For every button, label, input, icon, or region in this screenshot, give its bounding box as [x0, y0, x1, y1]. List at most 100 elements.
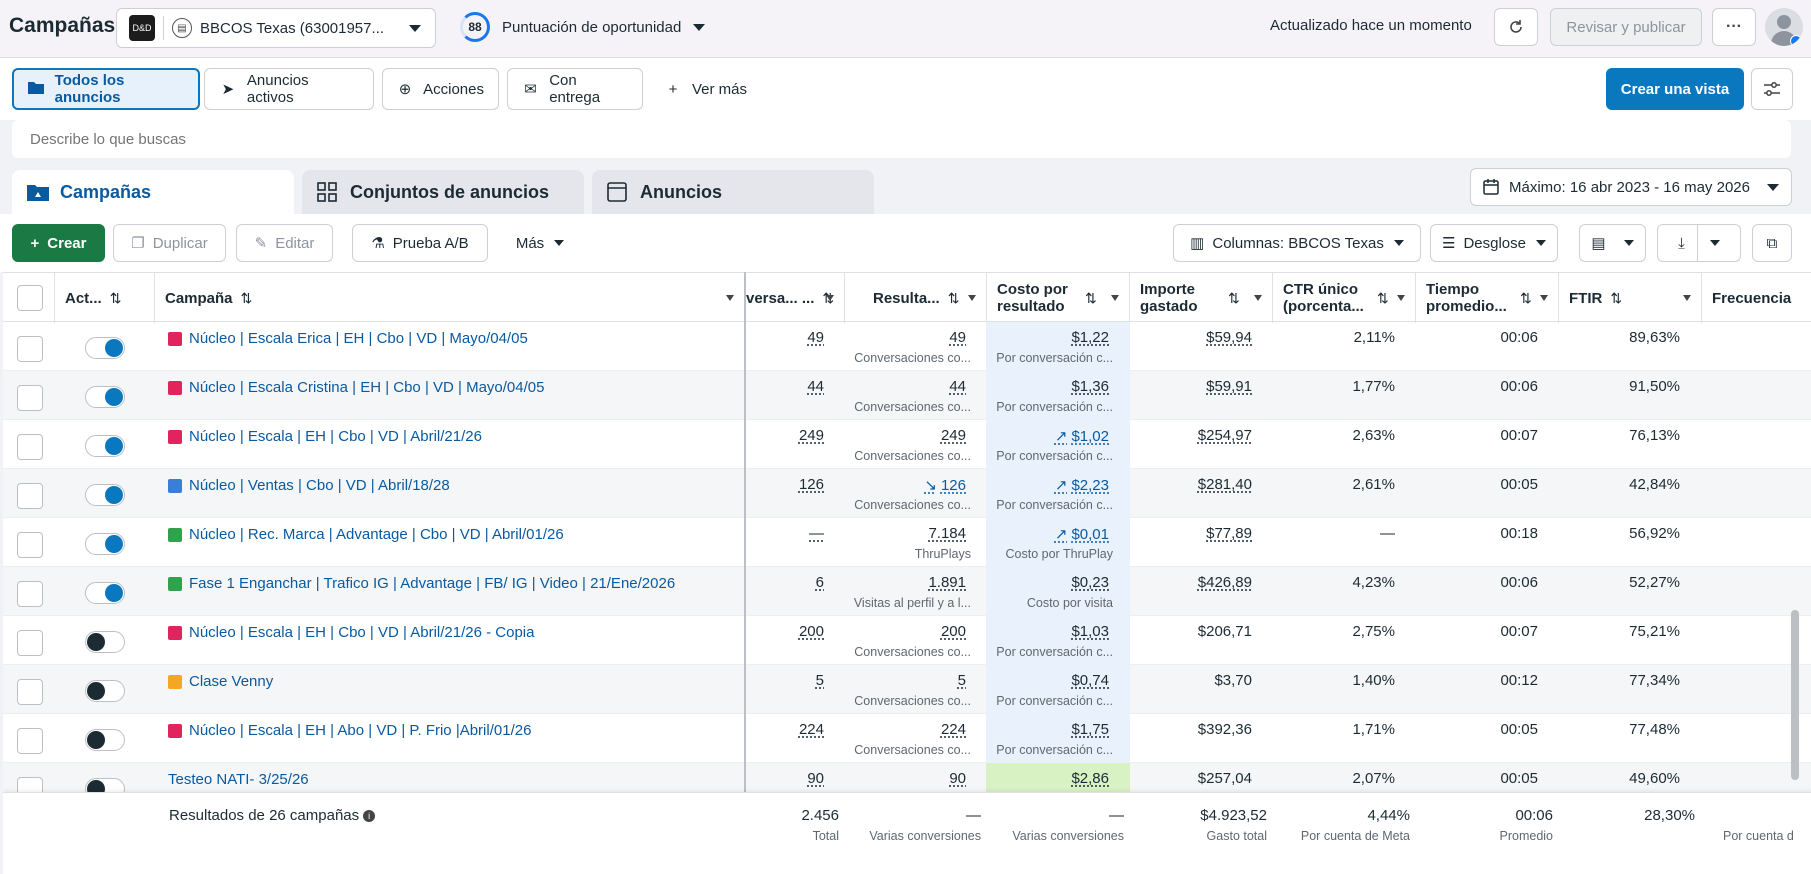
- campaign-name-link[interactable]: Núcleo | Escala Erica | EH | Cbo | VD | …: [168, 330, 528, 347]
- refresh-button[interactable]: [1494, 8, 1538, 46]
- col-amount-spent[interactable]: Importe gastado ⇅: [1130, 273, 1273, 323]
- conv-value[interactable]: 49: [807, 329, 824, 346]
- col-campaign[interactable]: Campaña ⇅: [155, 273, 745, 323]
- breakdown-button[interactable]: ☰ Desglose: [1430, 224, 1558, 262]
- results-value[interactable]: 90: [949, 770, 966, 787]
- cost-value[interactable]: ↗ $0,01: [1054, 526, 1109, 543]
- campaign-toggle[interactable]: [85, 631, 125, 653]
- row-checkbox[interactable]: [17, 679, 43, 705]
- more-options-button[interactable]: ···: [1712, 8, 1756, 46]
- campaign-name-link[interactable]: Núcleo | Rec. Marca | Advantage | Cbo | …: [168, 526, 564, 543]
- table-row[interactable]: Núcleo | Escala | EH | Cbo | VD | Abril/…: [3, 420, 1811, 469]
- tab-ad-sets[interactable]: Conjuntos de anuncios: [302, 170, 584, 214]
- campaign-name-link[interactable]: Núcleo | Escala | EH | Abo | VD | P. Fri…: [168, 722, 531, 739]
- avatar[interactable]: [1765, 8, 1803, 46]
- col-avg-time[interactable]: Tiempo promedio... ⇅: [1416, 273, 1559, 323]
- info-icon[interactable]: i: [363, 810, 376, 823]
- table-row[interactable]: Núcleo | Escala | EH | Abo | VD | P. Fri…: [3, 714, 1811, 763]
- conv-value[interactable]: 6: [815, 574, 824, 591]
- spend-value[interactable]: $59,91: [1206, 378, 1252, 395]
- campaign-toggle[interactable]: [85, 337, 125, 359]
- row-checkbox[interactable]: [17, 532, 43, 558]
- cost-value[interactable]: ↗ $1,02: [1054, 428, 1109, 445]
- account-selector[interactable]: D&D ▤ BBCOS Texas (63001957...: [116, 8, 436, 48]
- vertical-scrollbar[interactable]: [1791, 610, 1799, 780]
- table-row[interactable]: Núcleo | Escala Erica | EH | Cbo | VD | …: [3, 322, 1811, 371]
- tab-ads[interactable]: Anuncios: [592, 170, 874, 214]
- search-input[interactable]: [12, 120, 1791, 158]
- charts-button[interactable]: ⧉: [1752, 224, 1792, 262]
- row-checkbox[interactable]: [17, 385, 43, 411]
- cost-value[interactable]: $1,03: [1071, 623, 1109, 640]
- col-results[interactable]: Resulta... ⇅: [845, 273, 987, 323]
- campaign-name-link[interactable]: Clase Venny: [168, 673, 273, 690]
- filter-actions[interactable]: ⊕ Acciones: [382, 68, 499, 110]
- col-ftir[interactable]: FTIR ⇅: [1559, 273, 1702, 323]
- row-checkbox[interactable]: [17, 581, 43, 607]
- tab-campaigns[interactable]: Campañas: [12, 170, 294, 214]
- cost-value[interactable]: $0,74: [1071, 672, 1109, 689]
- export-button[interactable]: ⤓: [1657, 224, 1741, 262]
- see-more-button[interactable]: + Ver más: [650, 68, 770, 110]
- col-cost-per-result[interactable]: Costo por resultado ⇅: [987, 273, 1130, 323]
- campaign-name-link[interactable]: Testeo NATI- 3/25/26: [168, 771, 309, 788]
- spend-value[interactable]: $59,94: [1206, 329, 1252, 346]
- ab-test-button[interactable]: ⚗ Prueba A/B: [352, 224, 488, 262]
- cost-value[interactable]: $1,75: [1071, 721, 1109, 738]
- columns-button[interactable]: ▥ Columnas: BBCOS Texas: [1173, 224, 1421, 262]
- filter-delivery[interactable]: ✉ Con entrega: [507, 68, 643, 110]
- results-value[interactable]: 49: [949, 329, 966, 346]
- table-row[interactable]: Clase Venny 5 5 Conversaciones co... $0,74 Po…: [3, 665, 1811, 714]
- campaign-toggle[interactable]: [85, 680, 125, 702]
- spend-value[interactable]: $254,97: [1197, 427, 1252, 444]
- campaign-toggle[interactable]: [85, 582, 125, 604]
- campaign-name-link[interactable]: Núcleo | Escala | EH | Cbo | VD | Abril/…: [168, 624, 534, 641]
- results-value[interactable]: 5: [957, 672, 966, 689]
- conv-value[interactable]: 90: [807, 770, 824, 787]
- create-view-button[interactable]: Crear una vista: [1606, 68, 1744, 110]
- col-frequency[interactable]: Frecuencia: [1712, 289, 1792, 307]
- campaign-toggle[interactable]: [85, 533, 125, 555]
- conv-value[interactable]: —: [809, 525, 824, 542]
- results-value[interactable]: 249: [940, 427, 966, 444]
- cost-value[interactable]: $0,23: [1071, 574, 1109, 591]
- duplicate-button[interactable]: ❐ Duplicar: [113, 224, 226, 262]
- conv-value[interactable]: 224: [798, 721, 824, 738]
- conv-value[interactable]: 200: [798, 623, 824, 640]
- opportunity-score[interactable]: 88 Puntuación de oportunidad: [460, 12, 706, 42]
- table-row[interactable]: Núcleo | Escala | EH | Cbo | VD | Abril/…: [3, 616, 1811, 665]
- conv-value[interactable]: 44: [807, 378, 824, 395]
- review-publish-button[interactable]: Revisar y publicar: [1550, 8, 1702, 46]
- date-range-picker[interactable]: Máximo: 16 abr 2023 - 16 may 2026: [1470, 168, 1792, 206]
- results-value[interactable]: 44: [949, 378, 966, 395]
- conv-value[interactable]: 5: [815, 672, 824, 689]
- spend-value[interactable]: $77,89: [1206, 525, 1252, 542]
- results-value[interactable]: 224: [940, 721, 966, 738]
- edit-button[interactable]: ✎ Editar: [236, 224, 333, 262]
- cost-value[interactable]: $2,86: [1071, 770, 1109, 787]
- reports-button[interactable]: ▤: [1579, 224, 1646, 262]
- table-row[interactable]: Núcleo | Ventas | Cbo | VD | Abril/18/28…: [3, 469, 1811, 518]
- create-button[interactable]: + Crear: [12, 224, 105, 262]
- campaign-name-link[interactable]: Fase 1 Enganchar | Trafico IG | Advantag…: [168, 575, 675, 592]
- conv-value[interactable]: 126: [798, 476, 824, 493]
- spend-value[interactable]: $426,89: [1197, 574, 1252, 591]
- table-row[interactable]: Núcleo | Escala Cristina | EH | Cbo | VD…: [3, 371, 1811, 420]
- row-checkbox[interactable]: [17, 434, 43, 460]
- col-conversations[interactable]: versa... ... ⇅: [746, 273, 845, 323]
- results-value[interactable]: 1.891: [928, 574, 966, 591]
- table-row[interactable]: Núcleo | Rec. Marca | Advantage | Cbo | …: [3, 518, 1811, 567]
- campaign-name-link[interactable]: Núcleo | Escala Cristina | EH | Cbo | VD…: [168, 379, 544, 396]
- row-checkbox[interactable]: [17, 630, 43, 656]
- row-checkbox[interactable]: [17, 728, 43, 754]
- campaign-toggle[interactable]: [85, 386, 125, 408]
- table-row[interactable]: Fase 1 Enganchar | Trafico IG | Advantag…: [3, 567, 1811, 616]
- campaign-toggle[interactable]: [85, 729, 125, 751]
- more-actions-button[interactable]: Más: [500, 224, 580, 262]
- results-value[interactable]: 7.184: [928, 525, 966, 542]
- col-unique-ctr[interactable]: CTR único (porcenta... ⇅: [1273, 273, 1416, 323]
- cost-value[interactable]: $1,36: [1071, 378, 1109, 395]
- campaign-toggle[interactable]: [85, 435, 125, 457]
- spend-value[interactable]: $281,40: [1197, 476, 1252, 493]
- view-settings-button[interactable]: [1751, 68, 1793, 110]
